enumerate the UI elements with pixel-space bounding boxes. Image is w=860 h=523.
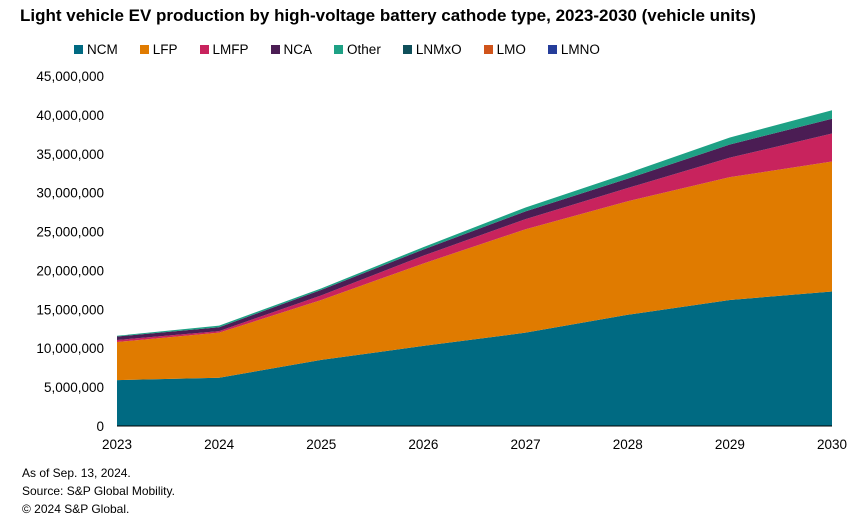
legend-swatch [270,45,280,54]
footnote-source: Source: S&P Global Mobility. [22,484,175,498]
legend-label: LNMxO [415,42,462,57]
legend-label: NCM [87,42,118,57]
y-tick-label: 40,000,000 [36,108,104,123]
y-tick-label: 30,000,000 [36,186,104,201]
legend-item-lmfp: LMFP [199,42,249,57]
y-tick-label: 10,000,000 [36,341,104,356]
legend-item-lmno: LMNO [547,42,600,57]
x-tick-label: 2029 [715,437,745,452]
legend-label: Other [347,42,381,57]
x-tick-label: 2025 [306,437,336,452]
legend-swatch [483,45,493,54]
legend-swatch [199,45,209,54]
footnote-date: As of Sep. 13, 2024. [22,466,131,480]
y-tick-label: 20,000,000 [36,263,104,278]
y-tick-label: 0 [96,419,104,434]
chart-legend: NCM LFP LMFP NCA Other LNMxO LMO LMNO [74,42,622,57]
legend-label: LFP [152,42,178,57]
x-tick-label: 2024 [204,437,235,452]
chart-title: Light vehicle EV production by high-volt… [20,6,756,25]
legend-item-nca: NCA [270,42,313,57]
area-ncm [117,291,832,426]
legend-label: LMO [496,42,526,57]
y-tick-label: 35,000,000 [36,147,104,162]
x-tick-label: 2027 [511,437,541,452]
chart-plot: 0 5,000,000 10,000,000 15,000,000 20,000,000… [36,69,847,452]
y-tick-label: 25,000,000 [36,225,104,240]
area-lmfp [117,133,832,342]
area-nca [117,118,832,341]
footnote-copyright: © 2024 S&P Global. [22,502,130,516]
legend-item-lfp: LFP [139,42,178,57]
legend-item-ncm: NCM [74,42,118,57]
legend-swatch [74,45,83,54]
legend-label: NCA [283,42,313,57]
legend-swatch [334,45,344,54]
x-tick-label: 2028 [613,437,643,452]
legend-swatch [547,45,557,54]
footnotes: As of Sep. 13, 2024. Source: S&P Global … [22,464,175,518]
legend-item-lnmxo: LNMxO [402,42,462,57]
area-lfp [117,161,832,381]
y-tick-label: 5,000,000 [44,380,104,395]
legend-item-other: Other [334,42,381,57]
area-other [117,110,832,337]
legend-label: LMNO [560,42,600,57]
legend-swatch [402,45,412,54]
legend-item-lmo: LMO [483,42,526,57]
x-tick-label: 2023 [102,437,132,452]
y-tick-label: 15,000,000 [36,302,104,317]
y-tick-label: 45,000,000 [36,69,104,84]
x-tick-label: 2026 [408,437,438,452]
legend-swatch [139,45,149,54]
x-tick-label: 2030 [817,437,847,452]
legend-label: LMFP [212,42,249,57]
